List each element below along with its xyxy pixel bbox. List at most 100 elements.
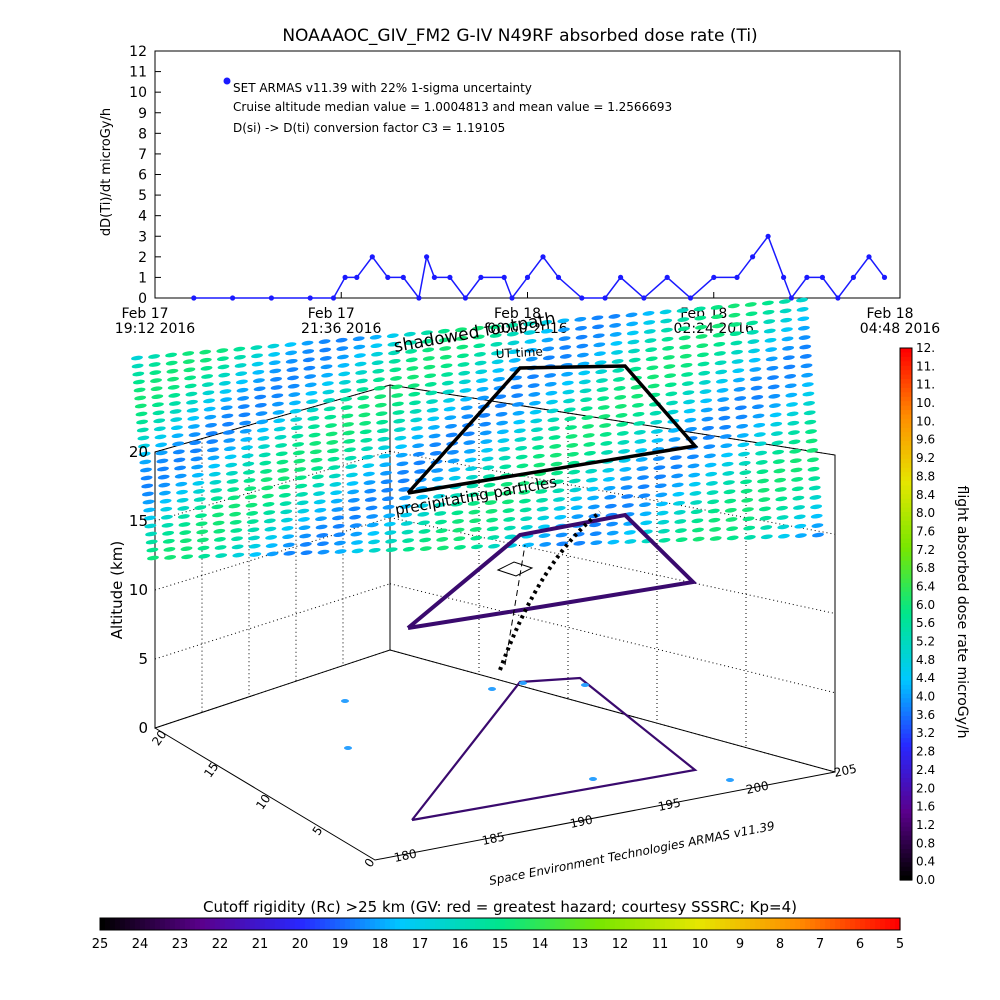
surface-cell <box>216 348 229 353</box>
surface-cell <box>667 428 680 433</box>
dose-colorbar-label: 7.2 <box>916 543 935 557</box>
dose-colorbar-label: 4.8 <box>916 653 935 667</box>
colorbar-segment <box>590 918 596 930</box>
surface-cell <box>205 431 218 436</box>
surface-cell <box>343 447 356 453</box>
surface-cell <box>724 498 737 504</box>
surface-cell <box>241 453 254 459</box>
surface-cell <box>262 502 275 507</box>
dose-spot <box>341 699 349 703</box>
surface-cell <box>626 330 639 336</box>
surface-cell <box>701 416 714 422</box>
surface-cell <box>637 484 650 490</box>
surface-cell <box>431 468 444 473</box>
surface-cell <box>141 483 154 489</box>
colorbar-segment <box>550 918 556 930</box>
colorbar-segment <box>755 918 761 930</box>
surface-cell <box>404 340 417 346</box>
colorbar-segment <box>660 918 666 930</box>
colorbar-segment <box>870 918 876 930</box>
surface-cell <box>196 537 209 543</box>
surface-cell <box>174 473 187 479</box>
surface-cell <box>578 370 591 376</box>
surface-cell <box>378 453 391 459</box>
surface-cell <box>445 432 458 438</box>
flight-tracks <box>341 364 734 822</box>
surface-cell <box>498 446 510 452</box>
colorbar-segment <box>900 525 912 531</box>
colorbar-segment <box>900 578 912 584</box>
colorbar-segment <box>470 918 476 930</box>
colorbar-segment <box>340 918 346 930</box>
dose-colorbar-label: 8.8 <box>916 469 935 483</box>
surface-cell <box>520 525 533 530</box>
colorbar-segment <box>570 918 576 930</box>
surface-cell <box>489 324 502 330</box>
surface-cell <box>515 454 528 460</box>
surface-cell <box>597 396 610 401</box>
data-point <box>342 274 348 280</box>
surface-cell <box>290 417 303 422</box>
surface-cell <box>621 503 634 508</box>
surface-cell <box>748 357 761 363</box>
surface-cell <box>362 471 375 477</box>
surface-cell <box>280 517 293 523</box>
surface-cell <box>613 386 626 391</box>
colorbar-segment <box>900 733 912 739</box>
data-point <box>354 274 360 280</box>
surface-cell <box>666 409 679 415</box>
colorbar-segment <box>320 918 326 930</box>
surface-cell <box>315 516 327 522</box>
surface-cell <box>293 458 306 464</box>
surface-cell <box>395 444 408 450</box>
surface-cell <box>225 470 238 476</box>
rigidity-colorbar-label: 19 <box>332 937 349 952</box>
colorbar-segment <box>375 918 381 930</box>
surface-cell <box>647 374 659 380</box>
data-point <box>788 295 795 301</box>
dose-colorbar-label: 12. <box>916 341 935 355</box>
surface-cell <box>797 325 810 331</box>
data-point <box>462 295 468 301</box>
surface-cell <box>627 339 640 345</box>
surface-cell <box>213 537 226 542</box>
surface-cell <box>777 524 790 530</box>
surface-cell <box>230 528 243 533</box>
surface-cell <box>514 437 527 442</box>
colorbar-frame <box>99 917 901 931</box>
surface-cell <box>794 533 807 538</box>
data-point <box>850 274 857 280</box>
surface-cell <box>547 426 560 431</box>
data-point <box>664 274 670 280</box>
rigidity-colorbar-label: 24 <box>132 937 149 952</box>
surface-cell <box>368 547 381 553</box>
surface-cell <box>548 435 561 440</box>
surface-cell <box>143 507 156 513</box>
surface-cell <box>453 536 466 542</box>
colorbar-segment <box>860 918 866 930</box>
surface-cell <box>296 492 308 497</box>
surface-cell <box>140 467 152 473</box>
surface-cell <box>498 455 511 461</box>
surface-cell <box>551 479 564 485</box>
surface-cell <box>704 462 717 468</box>
surface-cell <box>629 366 642 372</box>
surface-cell <box>783 364 796 370</box>
surface-cell <box>774 487 787 492</box>
surface-cell <box>164 555 177 560</box>
surface-cell <box>186 399 198 405</box>
surface-cell <box>728 312 741 318</box>
surface-cell <box>731 359 744 364</box>
surface-cell <box>481 447 493 453</box>
surface-cell <box>610 341 623 346</box>
surface-cell <box>632 411 645 417</box>
surface-cell <box>286 367 299 372</box>
z-axis-label: Altitude (km) <box>108 541 126 639</box>
surface-cell <box>688 472 701 478</box>
colorbar-segment <box>175 918 181 930</box>
surface-cell <box>500 481 513 487</box>
surface-cell <box>335 337 348 343</box>
surface-cell <box>421 338 434 344</box>
surface-cell <box>779 308 792 314</box>
colorbar-segment <box>900 844 912 850</box>
